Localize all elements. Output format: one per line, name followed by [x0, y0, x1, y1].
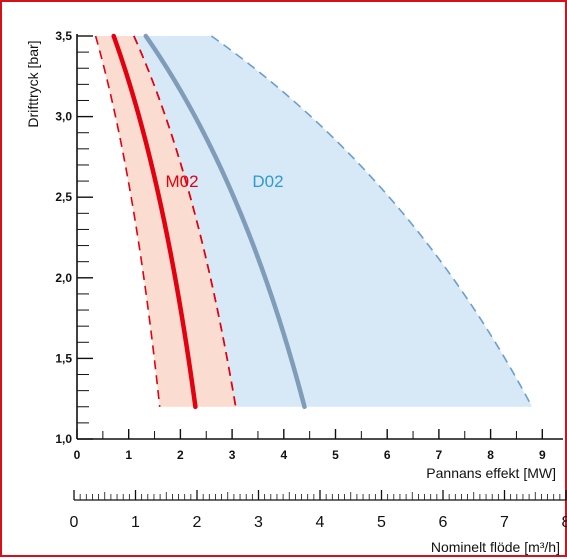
dashed-lower-m02	[94, 35, 161, 407]
band-d02	[133, 36, 532, 407]
x-tick-label-power: 3	[229, 448, 236, 462]
x-tick-label-flow: 5	[377, 514, 386, 531]
series-label-m02: M02	[165, 172, 198, 191]
x-tick-label-power: 2	[177, 448, 184, 462]
y-tick-label: 2,0	[55, 271, 72, 285]
x-tick-label-power: 8	[487, 448, 494, 462]
x-tick-label-flow: 2	[193, 514, 202, 531]
x-tick-label-power: 5	[332, 448, 339, 462]
x-tick-label-flow: 6	[439, 514, 448, 531]
axis-titles: Drifttryck [bar] Pannans effekt [MW] Nom…	[25, 40, 560, 555]
x-tick-label-power: 1	[125, 448, 132, 462]
axes: 1,0 1,5 2,0 2,5 3,0 3,5 0 1 2 3 4 5 6 7 8 9 0 1 2 3 4 5 6 7 8	[55, 29, 567, 531]
x-tick-label-flow: 4	[316, 514, 325, 531]
dashed-upper-d02	[210, 35, 533, 408]
x-tick-label-flow: 8	[562, 514, 567, 531]
center-line-m02	[111, 33, 198, 410]
y-tick-label: 1,0	[55, 432, 72, 446]
y-tick-label: 2,5	[55, 190, 72, 204]
x-tick-label-power: 6	[384, 448, 391, 462]
x-tick-label-power: 0	[74, 448, 81, 462]
x-tick-label-flow: 1	[131, 514, 140, 531]
y-tick-label: 3,0	[55, 110, 72, 124]
series-lines	[94, 33, 533, 410]
x-tick-label-flow: 3	[254, 514, 263, 531]
dashed-lower-d02	[133, 35, 237, 407]
y-axis-title: Drifttryck [bar]	[25, 40, 41, 127]
x-tick-label-flow: 0	[70, 514, 79, 531]
y-tick-label: 1,5	[55, 351, 72, 365]
x-axis-title-power: Pannans effekt [MW]	[426, 465, 556, 481]
series-label-d02: D02	[252, 172, 283, 191]
series-bands	[95, 36, 532, 407]
x-axis-title-flow: Nominelt flöde [m³/h]	[431, 539, 560, 555]
x-tick-label-flow: 7	[500, 514, 509, 531]
center-line-d02	[143, 33, 307, 410]
x-tick-label-power: 9	[539, 448, 546, 462]
series-labels: M02 D02	[165, 172, 283, 191]
x-tick-label-power: 7	[436, 448, 443, 462]
y-tick-label: 3,5	[55, 29, 72, 43]
x-tick-label-power: 4	[280, 448, 287, 462]
